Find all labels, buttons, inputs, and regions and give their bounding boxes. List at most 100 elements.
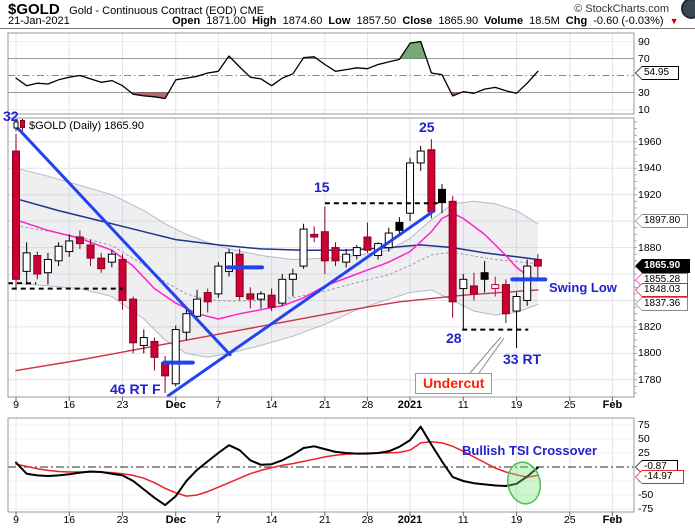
rsi-axis-tick: 10 bbox=[638, 103, 650, 116]
price-axis-tick: 1960 bbox=[638, 135, 662, 148]
bollinger-band-fill bbox=[16, 168, 538, 358]
candle bbox=[54, 242, 63, 267]
candle bbox=[406, 157, 415, 222]
tsi-axis-tick: 50 bbox=[638, 433, 650, 445]
quote-date: 21-Jan-2021 bbox=[8, 15, 70, 27]
annotation-count-15: 15 bbox=[314, 179, 330, 195]
bollinger-lower-value-tag: 1837.36 bbox=[635, 297, 688, 311]
last-price-tag: 1865.90 bbox=[635, 259, 690, 273]
date-axis-tick: 28 bbox=[361, 399, 374, 411]
annotation-count-33-rt: 33 RT bbox=[503, 351, 542, 367]
volume-label: Volume bbox=[484, 15, 524, 27]
candle bbox=[86, 239, 95, 267]
candle bbox=[118, 254, 127, 310]
rsi-axis-tick: 90 bbox=[638, 35, 650, 48]
stockcharts-logo-icon bbox=[681, 0, 695, 19]
price-axis-tick: 1920 bbox=[638, 188, 662, 201]
quote-row: 21-Jan-2021 Open 1871.00 High 1874.60 Lo… bbox=[8, 15, 682, 27]
annotation-undercut-callout: Undercut bbox=[415, 373, 493, 394]
candle bbox=[193, 289, 202, 319]
price-annotation-lines bbox=[8, 127, 548, 398]
symbol-description: Gold - Continuous Contract (EOD) CME bbox=[69, 5, 265, 17]
change-down-triangle-icon: ▼ bbox=[669, 16, 679, 26]
date-axis-tick: 23 bbox=[116, 514, 129, 526]
candle bbox=[342, 248, 351, 268]
annotation-count-46-rt-f: 46 RT F bbox=[110, 381, 161, 397]
tsi-axis-tick: -75 bbox=[638, 503, 654, 515]
date-axis-tick: 2021 bbox=[397, 514, 423, 526]
date-axis-tick: 21 bbox=[319, 514, 331, 526]
candle bbox=[139, 329, 148, 354]
date-axis-tick: 16 bbox=[63, 399, 76, 411]
annotation-swing-low: Swing Low bbox=[549, 280, 617, 295]
crossover-highlight-ellipse bbox=[507, 461, 541, 505]
candle bbox=[416, 145, 425, 171]
candle bbox=[533, 254, 542, 278]
symbol-title: $GOLD bbox=[8, 1, 60, 18]
candle bbox=[43, 252, 52, 285]
title-row: $GOLD Gold - Continuous Contract (EOD) C… bbox=[8, 1, 264, 19]
candle bbox=[75, 230, 84, 249]
date-axis-tick: 14 bbox=[265, 399, 278, 411]
date-axis-tick: Dec bbox=[165, 514, 186, 526]
candlesticks bbox=[12, 133, 542, 394]
price-axis-tick: 1820 bbox=[638, 320, 662, 333]
chart-header: $GOLD Gold - Continuous Contract (EOD) C… bbox=[0, 0, 695, 30]
price-axis-tick: 1940 bbox=[638, 162, 662, 175]
date-axis-tick: 7 bbox=[215, 514, 222, 526]
candle bbox=[523, 259, 532, 306]
candle bbox=[395, 217, 404, 236]
date-axis-tick: 11 bbox=[457, 399, 469, 411]
header-divider bbox=[0, 28, 695, 29]
date-axis-tick: 28 bbox=[361, 514, 374, 526]
bollinger-upper-value-tag: 1897.80 bbox=[635, 214, 688, 228]
legend-text: $GOLD (Daily) 1865.90 bbox=[29, 120, 144, 132]
annotation-bullish-tsi-crossover: Bullish TSI Crossover bbox=[462, 443, 598, 458]
candle bbox=[267, 288, 276, 312]
candle bbox=[438, 184, 446, 214]
candle bbox=[65, 234, 74, 257]
candle bbox=[288, 268, 297, 297]
panel-borders bbox=[7, 32, 637, 516]
tsi-axis-tick: 25 bbox=[638, 447, 650, 459]
candle bbox=[299, 223, 308, 269]
annotation-count-25: 25 bbox=[419, 119, 435, 135]
rsi-value-tag: 54.95 bbox=[635, 66, 679, 80]
tsi-panel bbox=[8, 425, 634, 507]
date-axis-tick: 25 bbox=[563, 399, 576, 411]
candle bbox=[480, 260, 489, 293]
date-axis-tick: 11 bbox=[457, 514, 469, 526]
candle bbox=[33, 251, 42, 280]
rsi-axis-tick: 30 bbox=[638, 86, 650, 99]
candle bbox=[363, 222, 372, 253]
candle bbox=[97, 252, 106, 273]
candle bbox=[459, 274, 468, 330]
date-axis-tick: 25 bbox=[563, 514, 576, 526]
tsi-axis-tick: 75 bbox=[638, 419, 650, 431]
candle bbox=[107, 250, 116, 268]
price-panel bbox=[15, 167, 539, 372]
candle bbox=[331, 242, 340, 267]
date-axis-tick: 23 bbox=[116, 399, 129, 411]
change-value: -0.60 (-0.03%) bbox=[593, 15, 664, 27]
candle bbox=[352, 244, 361, 260]
candlestick-icon bbox=[13, 119, 25, 131]
candle bbox=[171, 325, 180, 387]
close-label: Close bbox=[402, 15, 433, 27]
rsi-axis-tick: 70 bbox=[638, 52, 650, 65]
candle bbox=[225, 248, 233, 277]
close-value: 1865.90 bbox=[438, 15, 479, 27]
candle bbox=[310, 226, 319, 243]
candle bbox=[320, 206, 329, 275]
date-axis-tick: 16 bbox=[63, 514, 76, 526]
candle bbox=[214, 262, 223, 298]
candle bbox=[278, 274, 287, 306]
price-axis-tick: 1780 bbox=[638, 373, 662, 386]
open-label: Open bbox=[172, 15, 201, 27]
candle bbox=[491, 276, 500, 297]
price-axis-tick: 1880 bbox=[638, 241, 662, 254]
candle bbox=[22, 242, 31, 285]
date-axis-tick: 14 bbox=[265, 514, 278, 526]
